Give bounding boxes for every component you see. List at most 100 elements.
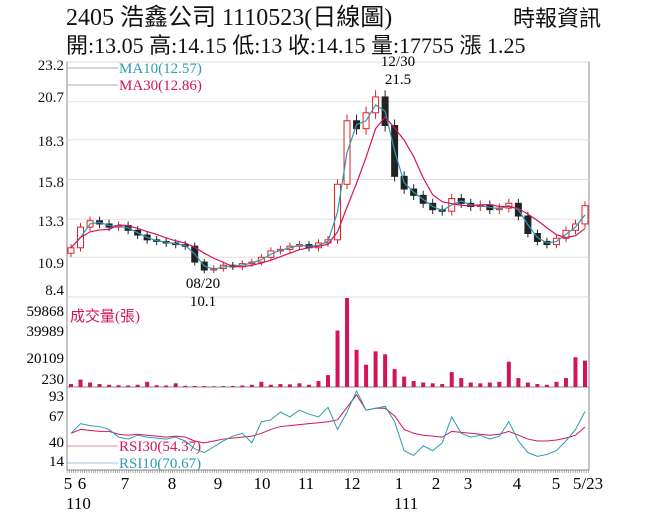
volume-bar: [173, 383, 178, 387]
x-tick-label: 8: [168, 474, 177, 493]
volume-bar: [316, 381, 321, 387]
volume-bar: [392, 369, 397, 387]
price-tick-label: 18.3: [38, 134, 64, 150]
volume-tick-label: 230: [42, 372, 65, 388]
x-tick-label: 2: [432, 474, 441, 493]
volume-bar: [259, 381, 264, 387]
legend-ma10: MA10(12.57): [119, 61, 202, 77]
x-tick-label: 7: [121, 474, 130, 493]
volume-bar: [430, 383, 435, 387]
volume-bar: [116, 385, 121, 387]
price-tick-label: 8.4: [45, 283, 64, 299]
volume-bar: [135, 384, 140, 387]
volume-tick-label: 59868: [27, 304, 65, 320]
volume-bar: [97, 384, 102, 387]
volume-bar: [211, 386, 216, 387]
volume-bar: [221, 386, 226, 387]
volume-bar: [449, 372, 454, 387]
x-tick-label: 5: [552, 474, 561, 493]
volume-bar: [516, 378, 521, 387]
x-tick-label: 12: [344, 474, 361, 493]
volume-bar: [573, 357, 578, 387]
x-tick-label: 6: [78, 474, 87, 493]
volume-bar: [421, 382, 426, 387]
volume-bar: [554, 381, 559, 387]
volume-bar: [354, 349, 359, 387]
volume-bar: [563, 378, 568, 387]
x-tick-label: 5: [64, 474, 73, 493]
volume-bar: [249, 384, 254, 387]
price-tick-label: 23.2: [38, 58, 64, 74]
volume-bar: [544, 384, 549, 387]
rsi-tick-label: 14: [49, 454, 65, 470]
legend-rsi30: RSI30(54.37): [119, 439, 201, 455]
volume-bar: [69, 384, 73, 387]
source-label: 時報資訊: [513, 6, 602, 31]
legend-ma30: MA30(12.86): [119, 78, 202, 94]
low-date: 08/20: [186, 276, 220, 292]
volume-bar: [78, 379, 83, 387]
volume-bar: [278, 384, 283, 387]
volume-bar: [240, 385, 245, 387]
price-tick-label: 15.8: [38, 175, 64, 191]
volume-bar: [202, 386, 207, 387]
low-value: 10.1: [190, 294, 216, 310]
volume-bar: [373, 351, 378, 387]
rsi-tick-label: 40: [49, 435, 64, 451]
volume-bar: [383, 354, 388, 387]
rsi10-line: [70, 389, 586, 457]
ma30-line: [70, 116, 586, 268]
volume-bar: [107, 384, 112, 387]
volume-bar: [297, 383, 302, 387]
legend-rsi10: RSI10(70.67): [119, 456, 201, 472]
price-tick-label: 10.9: [38, 256, 64, 272]
quote-summary: 開:13.05 高:14.15 低:13 收:14.15 量:17755 漲 1…: [66, 33, 526, 58]
volume-bar: [345, 298, 350, 387]
candle: [67, 247, 75, 254]
year-label: 110: [66, 494, 91, 513]
volume-bar: [230, 385, 235, 387]
volume-bar: [192, 385, 197, 387]
volume-bar: [183, 385, 188, 387]
volume-bar: [535, 384, 540, 387]
price-tick-label: 13.3: [38, 214, 64, 230]
price-tick-label: 20.7: [38, 90, 65, 106]
peak-value: 21.5: [385, 72, 411, 88]
volume-bar: [268, 384, 273, 387]
volume-bar: [583, 360, 587, 387]
volume-bar: [506, 361, 511, 387]
volume-bar: [287, 384, 292, 387]
peak-date: 12/30: [381, 54, 415, 70]
x-tick-label: 10: [254, 474, 271, 493]
chart-title: 2405 浩鑫公司 1110523(日線圖): [66, 5, 393, 31]
volume-bar: [411, 381, 416, 387]
volume-bar: [478, 383, 483, 387]
volume-bar: [164, 385, 169, 387]
volume-bar: [335, 330, 340, 387]
volume-bar: [145, 381, 150, 387]
volume-bar: [402, 376, 407, 387]
volume-bar: [364, 364, 369, 387]
volume-bar: [88, 382, 93, 387]
volume-bar: [525, 382, 530, 387]
volume-title: 成交量(張): [70, 307, 140, 325]
volume-bar: [497, 381, 502, 387]
volume-bar: [126, 385, 131, 387]
x-tick-label: 5/23: [573, 474, 603, 493]
volume-bar: [468, 382, 473, 387]
year-label: 111: [394, 494, 418, 513]
rsi-tick-label: 93: [49, 389, 64, 405]
volume-bar: [306, 384, 311, 387]
volume-tick-label: 39989: [27, 324, 65, 340]
rsi30-line: [70, 393, 586, 444]
x-tick-label: 1: [395, 474, 404, 493]
volume-bar: [326, 375, 330, 387]
ma10-line: [70, 104, 586, 270]
volume-bar: [440, 384, 445, 387]
volume-bar: [459, 378, 464, 387]
x-tick-label: 4: [513, 474, 522, 493]
x-tick-label: 3: [464, 474, 473, 493]
rsi-tick-label: 67: [49, 409, 65, 425]
